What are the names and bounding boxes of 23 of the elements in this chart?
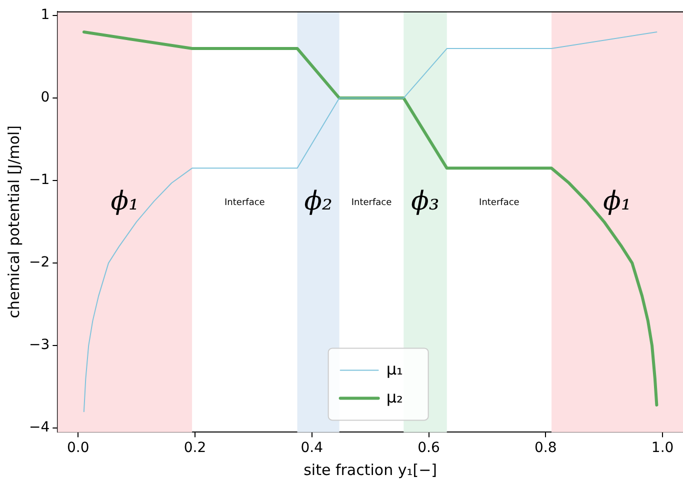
band-label: ϕ₁ [603, 186, 632, 217]
x-tick-label: 0.4 [300, 440, 324, 456]
y-tick-label: −3 [28, 337, 50, 354]
annotation: Interface [351, 198, 392, 208]
annotation: Interface [224, 198, 266, 208]
band-label: ϕ₃ [411, 186, 440, 217]
y-tick-label: 0 [40, 90, 50, 106]
band-label: ϕ₁ [110, 186, 139, 217]
y-tick-label: −1 [28, 172, 50, 188]
y-axis-title: chemical potential [J/mol] [4, 125, 23, 318]
x-tick-label: 0.6 [418, 440, 440, 456]
legend-label: μ₁ [386, 359, 403, 378]
x-tick-label: 1.0 [651, 440, 674, 456]
x-axis-title: site fraction y₁[−] [304, 460, 438, 479]
y-tick-label: −2 [28, 254, 50, 271]
x-tick-label: 0.0 [66, 440, 90, 456]
band-label: ϕ₂ [304, 186, 332, 217]
y-tick-label: −4 [28, 420, 50, 436]
legend-label: μ₂ [386, 387, 403, 406]
y-tick-label: 1 [40, 7, 50, 24]
x-tick-label: 0.2 [184, 440, 206, 456]
annotation: Interface [479, 198, 520, 208]
x-tick-label: 0.8 [534, 440, 557, 456]
